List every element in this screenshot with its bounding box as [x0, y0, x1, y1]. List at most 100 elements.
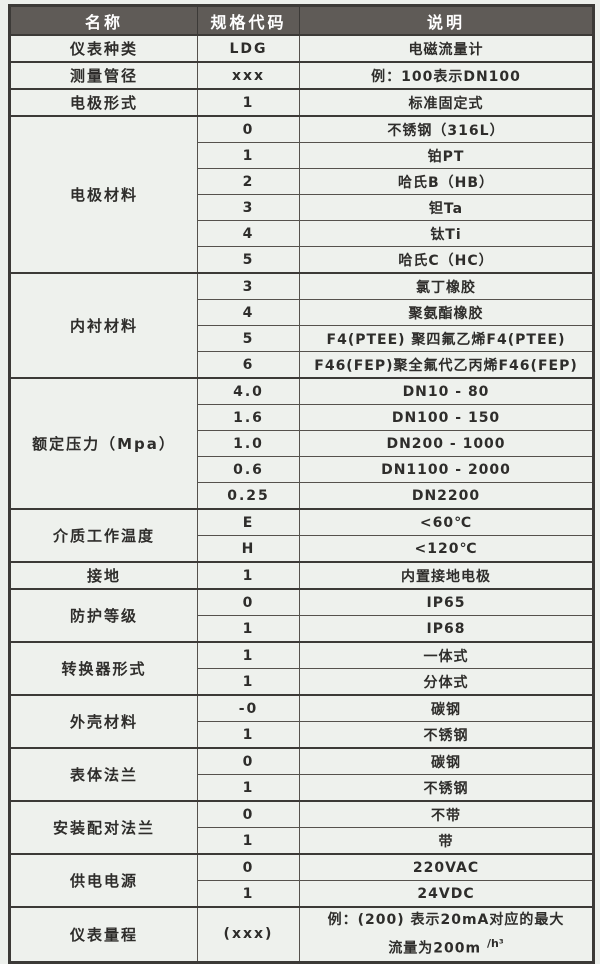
table-row: 仪表种类 LDG 电磁流量计 [9, 34, 594, 63]
spec-code-cell: 0 [197, 115, 300, 143]
table-row: 防护等级 0 IP65 [9, 588, 594, 643]
spec-code-cell: 1 [197, 880, 300, 908]
table-row: 测量管径 xxx 例：100表示DN100 [9, 61, 594, 90]
spec-code-cell: 0.25 [197, 482, 300, 510]
spec-code-cell: LDG [197, 34, 300, 63]
spec-code-cell: 1 [197, 774, 300, 802]
parameter-name-cell: 电极材料 [9, 115, 198, 274]
description-cell: <120℃ [299, 535, 594, 563]
table-row: 外壳材料 -0 碳钢 [9, 694, 594, 749]
table-row: 电极形式 1 标准固定式 [9, 88, 594, 117]
table-row: 2 哈氏B（HB） [10, 168, 594, 195]
spec-code-cell: E [197, 508, 300, 536]
table-row: 安装配对法兰 0 不带 [9, 800, 594, 855]
parameter-name-cell: 转换器形式 [9, 641, 198, 696]
spec-code-cell: H [197, 535, 300, 563]
spec-code-cell: -0 [197, 694, 300, 722]
flow-unit-superscript: /h³ [487, 937, 504, 950]
spec-code-cell: xxx [197, 61, 300, 90]
spec-code-cell: 4 [197, 220, 300, 247]
description-cell: 分体式 [299, 668, 594, 696]
table-row: 4 聚氨酯橡胶 [10, 299, 594, 326]
spec-code-cell: 6 [197, 351, 300, 379]
spec-code-cell: 0 [197, 800, 300, 828]
description-cell: DN2200 [299, 482, 594, 510]
table-row: 内衬材料 3 氯丁橡胶 [9, 272, 594, 379]
spec-code-cell: 0.6 [197, 456, 300, 483]
spec-code-cell: 1 [197, 88, 300, 117]
table-row: 3 钽Ta [10, 194, 594, 221]
table-row: 1.0 DN200 - 1000 [10, 430, 594, 457]
description-cell: 哈氏B（HB） [299, 168, 594, 195]
parameter-name-cell: 仪表量程 [9, 905, 198, 963]
description-cell: 一体式 [299, 641, 594, 669]
parameter-name-cell: 接地 [9, 561, 198, 590]
description-cell: IP68 [299, 615, 594, 643]
description-cell: <60℃ [299, 508, 594, 536]
column-header-desc: 说明 [299, 5, 594, 36]
description-cell: F4(PTEE) 聚四氟乙烯F4(PTEE) [299, 325, 594, 352]
spec-code-cell: 1 [197, 827, 300, 855]
spec-code-cell: 1 [197, 615, 300, 643]
description-cell: 带 [299, 827, 594, 855]
description-cell: 聚氨酯橡胶 [299, 299, 594, 326]
description-cell: 24VDC [299, 880, 594, 908]
description-cell: 氯丁橡胶 [299, 272, 594, 300]
column-header-name: 名称 [9, 5, 198, 36]
description-cell: 不带 [299, 800, 594, 828]
spec-code-cell: 1.0 [197, 430, 300, 457]
table-row: 5 F4(PTEE) 聚四氟乙烯F4(PTEE) [10, 325, 594, 352]
parameter-name-cell: 防护等级 [9, 588, 198, 643]
description-cell: 220VAC [299, 853, 594, 881]
description-cell: DN1100 - 2000 [299, 456, 594, 483]
page: 名称 规格代码 说明 仪表种类 LDG 电磁流量计 测量管径 xxx 例：100表示DN1… [8, 4, 595, 964]
spec-code-cell: (xxx) [197, 905, 300, 963]
table-row: 1 24VDC [10, 880, 594, 908]
spec-table: 名称 规格代码 说明 仪表种类 LDG 电磁流量计 测量管径 xxx 例：100表示DN1… [8, 4, 595, 964]
table-row: 额定压力（Mpa） 4.0 DN10 - 80 [9, 377, 594, 510]
table-row: 转换器形式 1 一体式 [9, 641, 594, 696]
description-cell: 钛Ti [299, 220, 594, 247]
table-row: 介质工作温度 E <60℃ [9, 508, 594, 563]
table-row: 接地 1 内置接地电极 [9, 561, 594, 590]
description-cell: 碳钢 [299, 747, 594, 775]
spec-code-cell: 1 [197, 641, 300, 669]
description-cell: 标准固定式 [299, 88, 594, 117]
description-cell: F46(FEP)聚全氟代乙丙烯F46(FEP) [299, 351, 594, 379]
table-row: 1.6 DN100 - 150 [10, 404, 594, 431]
parameter-name-cell: 供电电源 [9, 853, 198, 908]
spec-code-cell: 1 [197, 142, 300, 169]
description-cell: 钽Ta [299, 194, 594, 221]
spec-code-cell: 2 [197, 168, 300, 195]
spec-code-cell: 4 [197, 299, 300, 326]
parameter-name-cell: 仪表种类 [9, 34, 198, 63]
table-row: 5 哈氏C（HC） [10, 246, 594, 274]
table-row: 供电电源 0 220VAC [9, 853, 594, 908]
spec-code-cell: 1.6 [197, 404, 300, 431]
table-row: 仪表量程 (xxx) 例：(200) 表示20mA对应的最大 流量为200m /h³ [9, 905, 594, 963]
description-cell: 哈氏C（HC） [299, 246, 594, 274]
spec-code-cell: 0 [197, 588, 300, 616]
column-header-code: 规格代码 [197, 5, 300, 36]
parameter-name-cell: 介质工作温度 [9, 508, 198, 563]
table-row: H <120℃ [10, 535, 594, 563]
spec-code-cell: 1 [197, 668, 300, 696]
spec-code-cell: 5 [197, 246, 300, 274]
parameter-name-cell: 内衬材料 [9, 272, 198, 379]
table-row: 6 F46(FEP)聚全氟代乙丙烯F46(FEP) [10, 351, 594, 379]
parameter-name-cell: 安装配对法兰 [9, 800, 198, 855]
description-cell: 不锈钢 [299, 774, 594, 802]
parameter-name-cell: 测量管径 [9, 61, 198, 90]
spec-code-cell: 5 [197, 325, 300, 352]
description-cell: DN100 - 150 [299, 404, 594, 431]
spec-code-cell: 3 [197, 194, 300, 221]
table-row: 1 不锈钢 [10, 774, 594, 802]
parameter-name-cell: 额定压力（Mpa） [9, 377, 198, 510]
description-cell: 不锈钢（316L） [299, 115, 594, 143]
description-cell: 碳钢 [299, 694, 594, 722]
description-line-2: 流量为200m /h³ [302, 932, 590, 961]
parameter-name-cell: 外壳材料 [9, 694, 198, 749]
description-cell: 例：100表示DN100 [299, 61, 594, 90]
table-row: 表体法兰 0 碳钢 [9, 747, 594, 802]
spec-code-cell: 1 [197, 721, 300, 749]
